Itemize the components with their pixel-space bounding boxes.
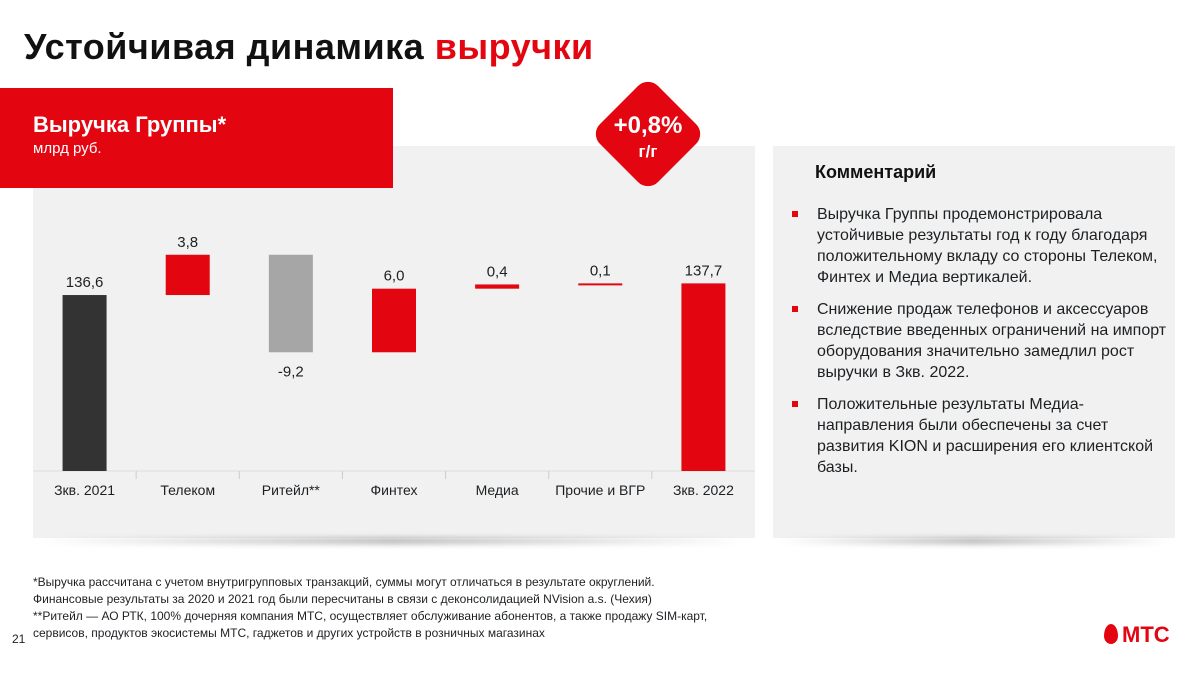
commentary-panel: Комментарий Выручка Группы продемонстрир… — [773, 146, 1175, 538]
bullet-square-icon — [792, 211, 798, 217]
chart-header-title: Выручка Группы* — [33, 112, 227, 137]
waterfall-bar — [165, 254, 210, 296]
waterfall-bar — [268, 254, 313, 353]
category-label: Медиа — [476, 482, 519, 498]
commentary-item: Выручка Группы продемонстрировала устойч… — [787, 204, 1167, 288]
page-number: 21 — [12, 632, 26, 646]
slide-title-accent: выручки — [434, 26, 594, 67]
bar-value-label: 136,6 — [66, 274, 104, 291]
commentary-item-text: Выручка Группы продемонстрировала устойч… — [817, 206, 1158, 286]
category-label: Телеком — [160, 482, 215, 498]
commentary-title: Комментарий — [815, 162, 937, 182]
category-label: Зкв. 2021 — [54, 482, 115, 498]
commentary-list: Выручка Группы продемонстрировала устойч… — [787, 204, 1167, 489]
bar-value-label: 0,4 — [487, 263, 508, 280]
bar-value-label: 6,0 — [384, 268, 405, 285]
footnote-line: Финансовые результаты за 2020 и 2021 год… — [33, 592, 652, 606]
waterfall-bar — [475, 284, 520, 289]
slide-title: Устойчивая динамика выручки — [24, 26, 594, 68]
mts-logo-text: МТС — [1122, 622, 1170, 647]
mts-egg-icon — [1104, 624, 1118, 644]
waterfall-bar — [62, 295, 107, 471]
growth-badge-period: г/г — [638, 142, 658, 161]
commentary-item: Снижение продаж телефонов и аксессуаров … — [787, 299, 1167, 383]
footnotes: *Выручка рассчитана с учетом внутригрупп… — [33, 574, 773, 642]
chart-panel-shadow — [40, 538, 748, 544]
footnote-line: **Ритейл — АО РТК, 100% дочерняя компани… — [33, 609, 708, 623]
bar-value-label: 0,1 — [590, 262, 611, 279]
category-label: Финтех — [371, 482, 418, 498]
category-label: Зкв. 2022 — [673, 482, 734, 498]
chart-header-unit: млрд руб. — [33, 140, 102, 157]
category-label: Прочие и ВГР — [555, 482, 645, 498]
bar-value-label: -9,2 — [278, 363, 304, 380]
waterfall-bar — [372, 288, 416, 353]
category-label: Ритейл** — [262, 482, 321, 498]
waterfall-bar — [578, 283, 623, 286]
bullet-square-icon — [792, 306, 798, 312]
waterfall-bar — [681, 283, 726, 471]
commentary-item-text: Положительные результаты Медиа-направлен… — [817, 396, 1154, 476]
slide-title-main: Устойчивая динамика — [24, 26, 425, 67]
chart-header: Выручка Группы* млрд руб. — [0, 88, 393, 188]
bullet-square-icon — [792, 401, 798, 407]
waterfall-chart: 136,6 Зкв. 2021 3,8 Телеком -9,2 Ритейл** 6,0 Ф… — [33, 234, 755, 498]
commentary-item: Положительные результаты Медиа-направлен… — [787, 394, 1167, 478]
commentary-panel-shadow — [780, 538, 1170, 544]
footnote-line: *Выручка рассчитана с учетом внутригрупп… — [33, 575, 655, 589]
growth-badge-value: +0,8% — [613, 112, 683, 139]
commentary-item-text: Снижение продаж телефонов и аксессуаров … — [817, 301, 1167, 381]
footnote-line: сервисов, продуктов экосистемы МТС, гадж… — [33, 626, 545, 640]
bar-value-label: 137,7 — [685, 262, 723, 279]
bar-value-label: 3,8 — [177, 234, 198, 251]
growth-badge: +0,8% г/г — [590, 76, 706, 192]
